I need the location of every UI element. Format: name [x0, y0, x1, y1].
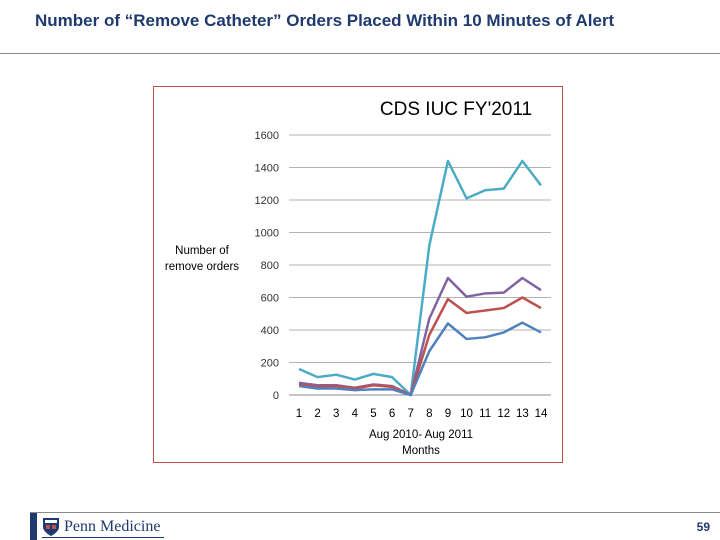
x-tick-label: 4	[352, 408, 359, 420]
chart-grid	[289, 134, 551, 396]
line-chart: CDS IUC FY'2011 020040060080010001200140…	[165, 99, 551, 457]
series-line-3	[298, 296, 542, 397]
series-line-1	[298, 159, 542, 397]
y-tick-label: 600	[261, 293, 279, 305]
y-tick-label: 400	[261, 325, 279, 337]
logo-underline	[42, 537, 164, 538]
x-tick-label: 11	[479, 408, 491, 420]
x-tick-label: 1	[296, 408, 302, 420]
shield-icon	[43, 518, 59, 536]
footer-accent-bar	[30, 513, 37, 540]
footer-divider	[30, 512, 720, 513]
y-tick-label: 1200	[255, 195, 279, 207]
x-axis-label-line1: Aug 2010- Aug 2011	[369, 429, 473, 441]
page-number: 59	[696, 520, 710, 534]
x-axis-label-line2: Months	[402, 445, 440, 457]
x-tick-label: 9	[445, 408, 451, 420]
y-axis-label-line2: remove orders	[165, 261, 239, 273]
title-divider	[0, 53, 720, 54]
series-line-2	[298, 276, 542, 397]
y-axis-label-line1: Number of	[175, 245, 229, 257]
y-tick-label: 800	[261, 260, 279, 272]
y-tick-label: 1000	[255, 228, 279, 240]
x-tick-label: 12	[497, 408, 510, 420]
x-tick-label: 14	[535, 408, 548, 420]
chart-series	[298, 159, 542, 397]
y-tick-label: 1400	[255, 163, 279, 175]
y-tick-label: 200	[261, 358, 279, 370]
x-tick-label: 7	[407, 408, 413, 420]
slide-title: Number of “Remove Catheter” Orders Place…	[35, 11, 615, 30]
chart-frame: CDS IUC FY'2011 0 200 400 600 800 1000 1200 140…	[153, 86, 563, 463]
y-axis-ticks: 0 200 400 600 800 1000 1200 1400 1600	[255, 130, 279, 402]
x-tick-label: 2	[314, 408, 320, 420]
x-tick-label: 13	[516, 408, 529, 420]
x-tick-label: 10	[460, 408, 473, 420]
x-tick-label: 3	[333, 408, 339, 420]
chart-title: CDS IUC FY'2011	[380, 99, 532, 120]
penn-medicine-logo: Penn Medicine	[42, 516, 164, 538]
x-tick-label: 8	[426, 408, 432, 420]
series-line-4	[298, 321, 542, 397]
x-axis-ticks: 1 2 3 4 5 6 7 8 9 10 11 12 13 14	[296, 408, 548, 420]
y-tick-label: 1600	[255, 130, 279, 142]
x-tick-label: 5	[370, 408, 376, 420]
y-tick-label: 0	[273, 390, 279, 402]
logo-text: Penn Medicine	[64, 518, 161, 535]
x-tick-label: 6	[389, 408, 395, 420]
